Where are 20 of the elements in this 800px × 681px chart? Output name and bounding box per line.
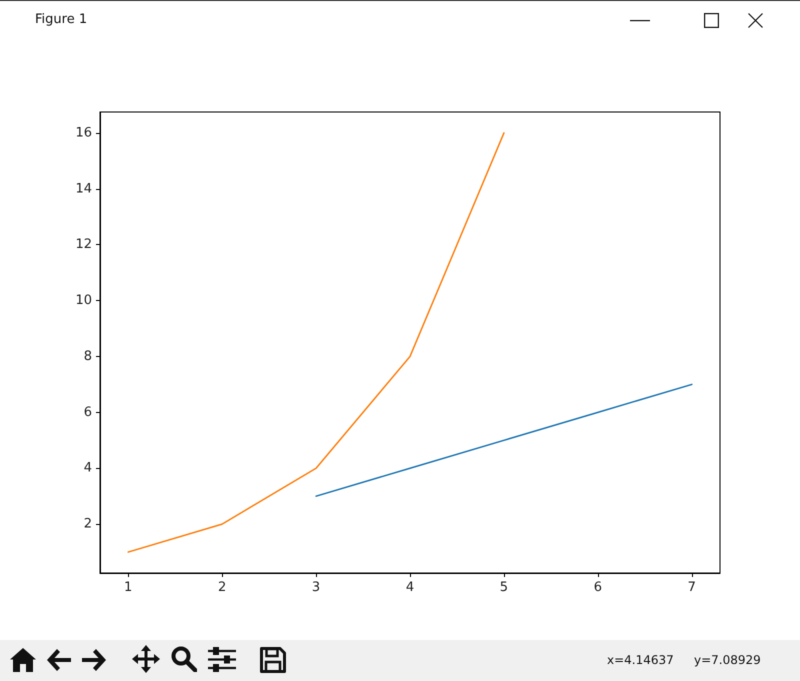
y-tick-label: 10: [75, 293, 92, 308]
line-series: [127, 132, 505, 553]
x-tick-label: 3: [312, 580, 320, 595]
y-tick-label: 4: [84, 460, 92, 476]
y-tick-label: 8: [84, 348, 92, 364]
x-tick-label: 6: [594, 580, 602, 595]
y-tick-label: 6: [84, 404, 92, 420]
y-tick-label: 14: [75, 181, 92, 196]
x-tick-label: 7: [688, 580, 696, 595]
y-tick-label: 2: [84, 516, 92, 532]
y-tick-label: 16: [75, 125, 92, 140]
y-tick-label: 12: [75, 237, 92, 252]
caption: Figure 1: [35, 12, 88, 27]
text: y=7.08929: [694, 653, 761, 667]
line-series: [315, 384, 693, 497]
x-tick-label: 2: [218, 580, 226, 595]
x-tick-label: 5: [500, 580, 508, 595]
x-tick-label: 4: [406, 580, 414, 595]
text: x=4.14637: [607, 653, 674, 667]
x-tick-label: 1: [124, 580, 132, 595]
